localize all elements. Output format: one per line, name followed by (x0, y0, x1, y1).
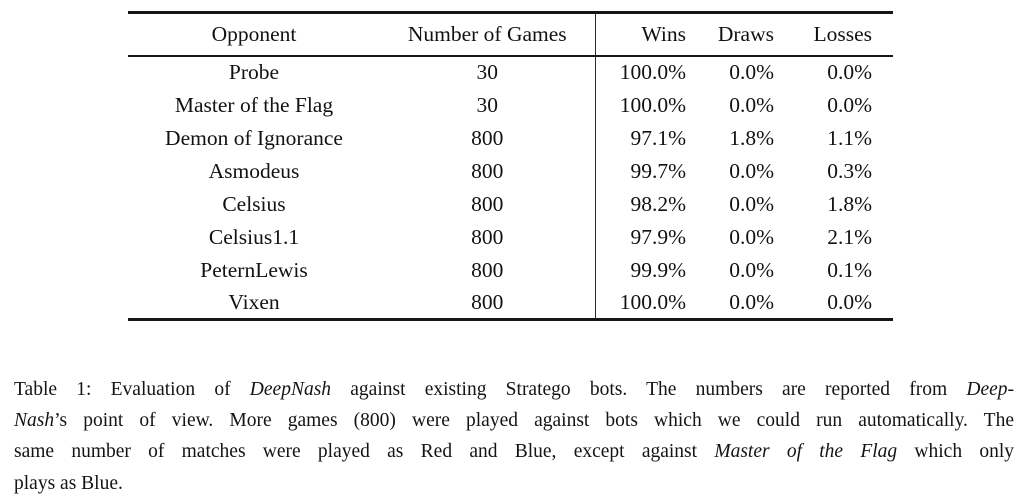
cell-opponent: Celsius (222, 191, 286, 216)
col-header-games: Number of Games (380, 12, 595, 57)
cell-opponent: Probe (228, 60, 280, 84)
table-row: Demon of Ignorance 800 97.1% 1.8% 1.1% (128, 121, 893, 155)
cell-draws: 0.0% (729, 92, 774, 117)
cell-games: 800 (471, 289, 504, 314)
cell-wins: 99.7% (594, 154, 690, 188)
caption-line: plays as Blue. (14, 468, 1014, 499)
cell-wins: 99.9% (594, 253, 690, 287)
caption-text: Table 1: Evaluation of (14, 379, 250, 400)
table-row: Probe 30 100.0% 0.0% 0.0% (128, 55, 893, 89)
cell-games: 30 (476, 92, 499, 117)
cell-games: 800 (471, 158, 504, 183)
cell-losses: 0.1% (827, 257, 872, 282)
caption-italic-text: Deep- (966, 379, 1015, 400)
table-row: Master of the Flag 30 100.0% 0.0% 0.0% (128, 88, 893, 122)
caption-italic-text: DeepNash (249, 379, 332, 400)
caption-text: against existing Stratego bots. The numb… (331, 379, 967, 400)
caption-line: same number of matches were played as Re… (14, 436, 1014, 467)
cell-opponent: PeternLewis (200, 257, 308, 282)
table-row: PeternLewis 800 99.9% 0.0% 0.1% (128, 253, 893, 287)
cell-games: 800 (471, 224, 504, 249)
table-row: Celsius 800 98.2% 0.0% 1.8% (128, 187, 893, 221)
cell-losses: 0.0% (827, 289, 872, 314)
header-row: Opponent Number of Games Wins Draws Loss… (128, 12, 893, 57)
caption-italic-text: Nash (14, 410, 55, 432)
cell-games: 800 (471, 257, 504, 282)
table-row: Asmodeus 800 99.7% 0.0% 0.3% (128, 154, 893, 188)
cell-games: 30 (476, 60, 499, 84)
cell-wins: 97.1% (594, 121, 690, 155)
cell-wins: 97.9% (594, 220, 690, 254)
cell-losses: 0.0% (827, 92, 872, 117)
caption-italic-text: Master of the Flag (714, 441, 898, 463)
cell-losses: 0.3% (827, 158, 872, 183)
results-table-container: Opponent Number of Games Wins Draws Loss… (128, 11, 893, 321)
cell-losses: 2.1% (827, 224, 872, 249)
cell-draws: 1.8% (729, 125, 774, 150)
cell-wins: 100.0% (594, 286, 690, 320)
col-header-draws: Draws (690, 12, 780, 57)
caption-text: which only (897, 441, 1014, 463)
cell-games: 800 (471, 125, 504, 150)
cell-games: 800 (471, 191, 504, 216)
cell-opponent: Vixen (228, 289, 280, 314)
results-table: Opponent Number of Games Wins Draws Loss… (128, 11, 893, 321)
table-caption: Table 1: Evaluation of DeepNash against … (14, 374, 1014, 499)
cell-losses: 1.8% (827, 191, 872, 216)
cell-losses: 1.1% (827, 125, 872, 150)
cell-losses: 0.0% (827, 60, 872, 84)
cell-wins: 98.2% (594, 187, 690, 221)
cell-draws: 0.0% (729, 158, 774, 183)
cell-draws: 0.0% (729, 224, 774, 249)
cell-wins: 100.0% (594, 88, 690, 122)
cell-opponent: Master of the Flag (174, 92, 334, 117)
cell-opponent: Celsius1.1 (208, 224, 300, 249)
caption-line: Nash’s point of view. More games (800) w… (14, 405, 1014, 436)
cell-opponent: Asmodeus (208, 158, 300, 183)
table-row: Vixen 800 100.0% 0.0% 0.0% (128, 286, 893, 320)
cell-draws: 0.0% (729, 191, 774, 216)
col-header-wins: Wins (594, 12, 690, 57)
col-header-losses: Losses (780, 12, 893, 57)
caption-text: same number of matches were played as Re… (14, 441, 715, 463)
caption-line: Table 1: Evaluation of DeepNash against … (14, 374, 1014, 405)
col-header-opponent: Opponent (128, 12, 380, 57)
caption-text: plays as Blue. (14, 472, 123, 494)
cell-opponent: Demon of Ignorance (165, 125, 343, 150)
caption-text: ’s point of view. More games (800) were … (54, 410, 1014, 432)
cell-wins: 100.0% (594, 55, 690, 89)
cell-draws: 0.0% (729, 257, 774, 282)
cell-draws: 0.0% (729, 60, 774, 84)
table-row: Celsius1.1 800 97.9% 0.0% 2.1% (128, 220, 893, 254)
cell-draws: 0.0% (729, 289, 774, 314)
